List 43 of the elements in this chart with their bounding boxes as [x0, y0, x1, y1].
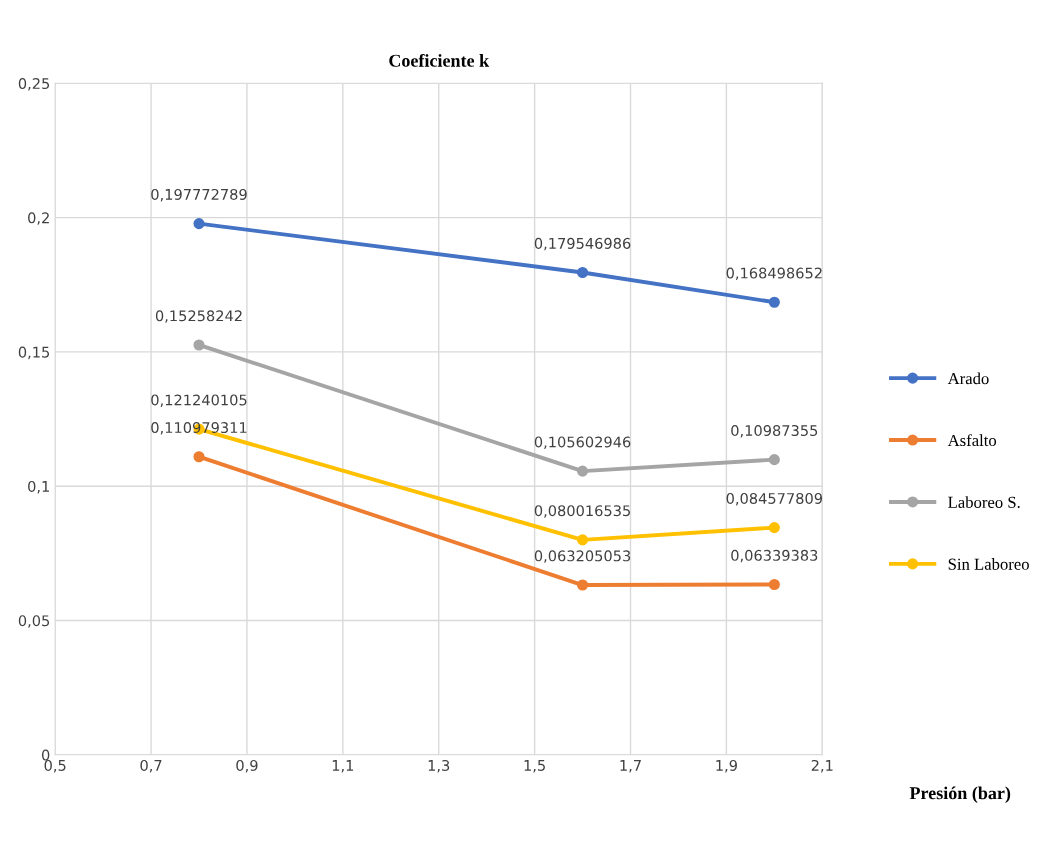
data-label: 0,197772789 — [151, 188, 247, 202]
legend-label: Arado — [947, 372, 989, 385]
chart-title: Coeficiente k — [389, 53, 490, 67]
x-axis-title: Presión (bar) — [909, 786, 1011, 803]
data-label: 0,15258242 — [155, 310, 242, 323]
point — [193, 339, 205, 351]
point — [768, 454, 780, 466]
data-label: 0,084577809 — [726, 492, 823, 506]
point — [768, 578, 780, 591]
legend-label: Sin Laboreo — [948, 558, 1029, 570]
y-tick-label: 0,2 — [28, 212, 49, 225]
y-tick-label: 0,05 — [18, 615, 50, 628]
y-tick-label: 0 — [41, 749, 50, 761]
y-tick-label: 0,1 — [28, 480, 49, 494]
x-tick-label: 1,3 — [428, 759, 450, 773]
data-label: 0,179546986 — [534, 237, 631, 251]
point — [768, 296, 780, 308]
data-label: 0,168498652 — [726, 267, 822, 281]
data-label: 0,06339383 — [731, 549, 818, 563]
point — [193, 451, 205, 463]
legend-label: Laboreo S. — [948, 496, 1020, 509]
x-tick-label: 2,1 — [811, 759, 833, 773]
point — [576, 266, 589, 279]
point — [576, 465, 589, 477]
x-tick-label: 0,7 — [140, 759, 162, 773]
data-label: 0,063205053 — [534, 550, 631, 563]
x-tick-label: 0,5 — [44, 759, 66, 773]
y-tick-label: 0,15 — [18, 346, 50, 360]
legend-label: Asfalto — [947, 434, 997, 447]
point — [576, 579, 589, 591]
x-tick-label: 1,9 — [716, 759, 737, 773]
point — [768, 522, 780, 534]
data-label: 0,10987355 — [731, 424, 818, 438]
data-label: 0,080016535 — [534, 505, 630, 518]
point — [576, 534, 589, 546]
x-tick-label: 1,7 — [620, 760, 641, 773]
y-tick-label: 0,25 — [18, 78, 50, 91]
data-label: 0,105602946 — [534, 436, 631, 449]
point — [193, 218, 205, 230]
x-tick-label: 0,9 — [236, 759, 258, 773]
data-label: 0,121240105 — [151, 394, 247, 407]
x-tick-label: 1,5 — [524, 760, 545, 773]
x-tick-label: 1,1 — [332, 760, 354, 773]
